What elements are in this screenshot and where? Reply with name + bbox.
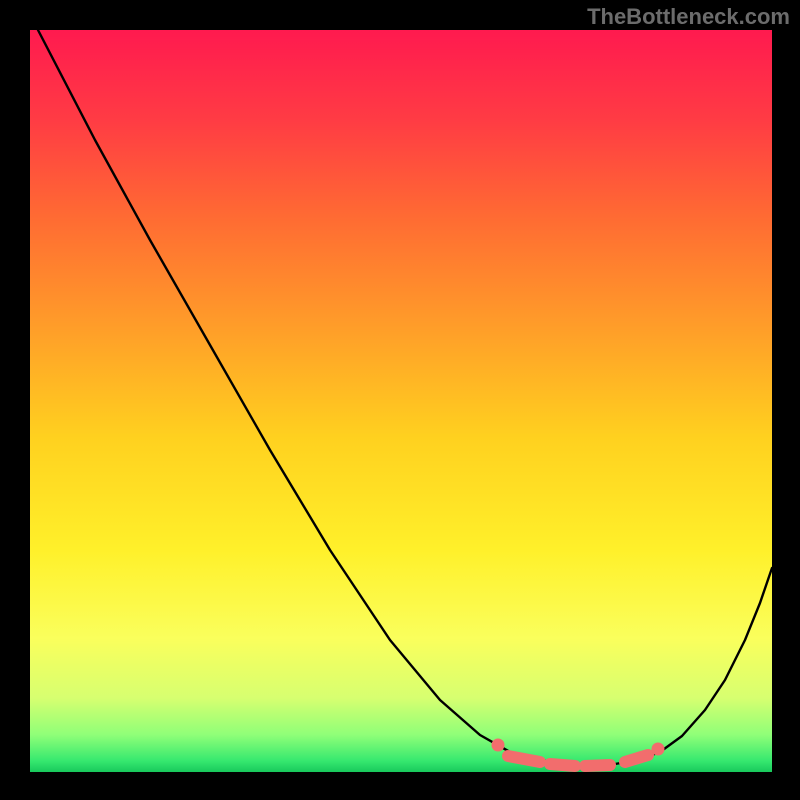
valley-segment [625,755,648,762]
valley-segment [508,756,540,762]
valley-dot [492,739,505,752]
plot-area [30,30,772,772]
valley-dot [652,743,665,756]
valley-segment [585,765,610,766]
watermark-text: TheBottleneck.com [587,4,790,30]
valley-segment [550,764,575,766]
chart-canvas: TheBottleneck.com [0,0,800,800]
chart-svg [0,0,800,800]
